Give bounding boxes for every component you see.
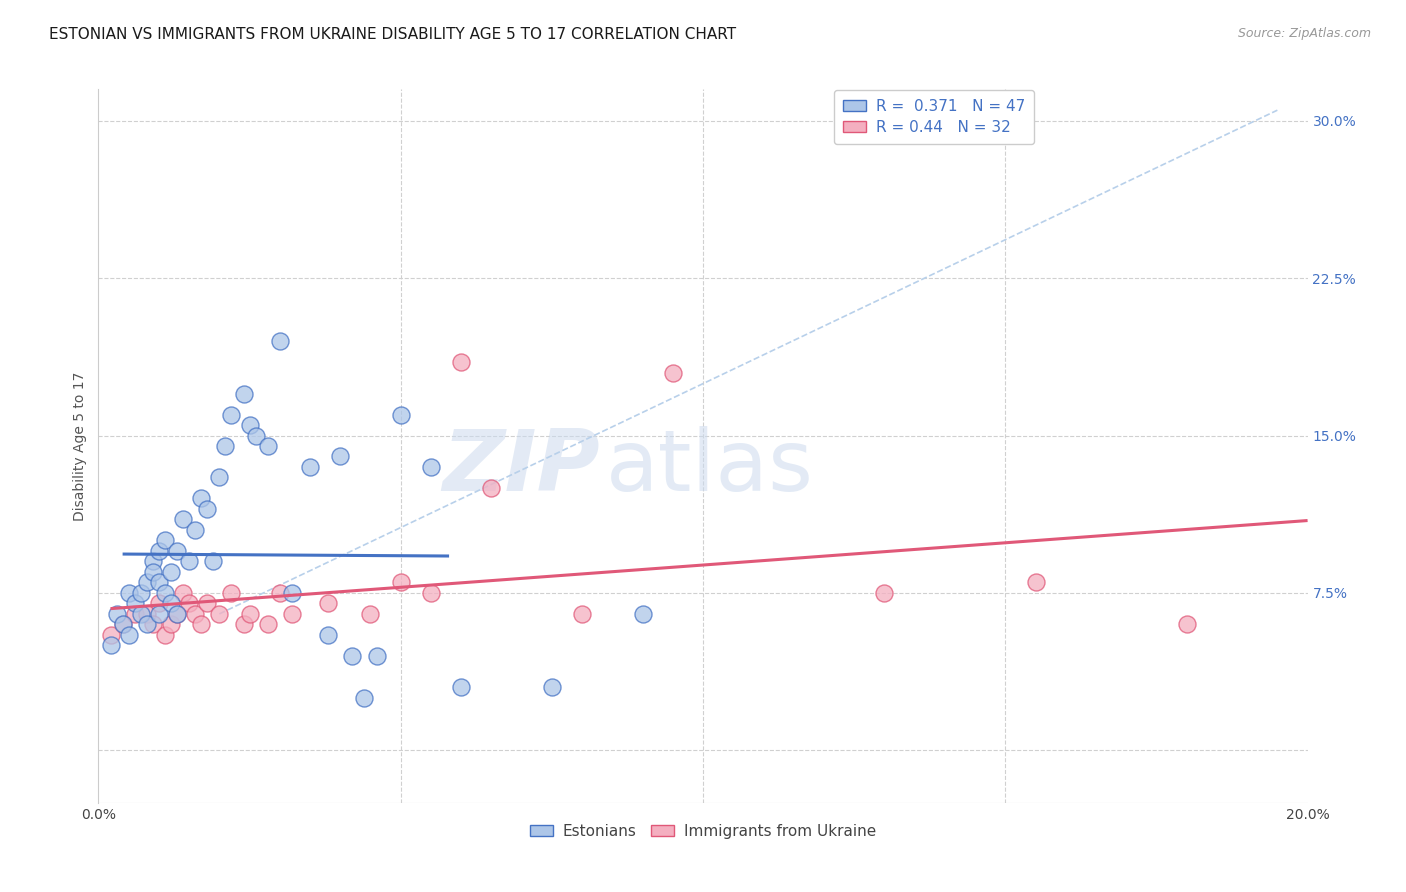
Point bbox=[142, 554, 165, 568]
Text: Source: ZipAtlas.com: Source: ZipAtlas.com bbox=[1237, 27, 1371, 40]
Point bbox=[172, 512, 194, 526]
Point bbox=[221, 408, 243, 422]
Text: atlas: atlas bbox=[606, 425, 814, 509]
Point bbox=[631, 607, 654, 621]
Point bbox=[166, 544, 188, 558]
Text: ZIP: ZIP bbox=[443, 425, 600, 509]
Point bbox=[195, 596, 218, 610]
Point bbox=[232, 386, 254, 401]
Point bbox=[316, 596, 339, 610]
Point bbox=[148, 596, 170, 610]
Point bbox=[540, 681, 562, 695]
Point bbox=[450, 681, 472, 695]
Y-axis label: Disability Age 5 to 17: Disability Age 5 to 17 bbox=[73, 371, 87, 521]
Point bbox=[329, 450, 352, 464]
Point bbox=[190, 617, 212, 632]
Point bbox=[166, 607, 188, 621]
Point bbox=[148, 607, 170, 621]
Point bbox=[135, 607, 157, 621]
Point bbox=[281, 607, 304, 621]
Point bbox=[269, 334, 291, 348]
Point bbox=[118, 586, 141, 600]
Point bbox=[316, 628, 339, 642]
Point bbox=[179, 596, 201, 610]
Point bbox=[190, 491, 212, 506]
Point bbox=[179, 554, 201, 568]
Point bbox=[135, 575, 157, 590]
Point bbox=[184, 523, 207, 537]
Point bbox=[281, 586, 304, 600]
Point bbox=[256, 617, 278, 632]
Point bbox=[129, 586, 152, 600]
Point bbox=[389, 575, 412, 590]
Point bbox=[221, 586, 243, 600]
Point bbox=[118, 628, 141, 642]
Point bbox=[450, 355, 472, 369]
Point bbox=[366, 648, 388, 663]
Point bbox=[148, 544, 170, 558]
Point bbox=[124, 607, 146, 621]
Text: ESTONIAN VS IMMIGRANTS FROM UKRAINE DISABILITY AGE 5 TO 17 CORRELATION CHART: ESTONIAN VS IMMIGRANTS FROM UKRAINE DISA… bbox=[49, 27, 737, 42]
Point bbox=[342, 648, 364, 663]
Point bbox=[100, 639, 122, 653]
Point bbox=[571, 607, 593, 621]
Point bbox=[239, 417, 262, 432]
Point bbox=[135, 617, 157, 632]
Point bbox=[269, 586, 291, 600]
Point bbox=[214, 439, 236, 453]
Point bbox=[153, 628, 176, 642]
Point bbox=[208, 470, 231, 484]
Point bbox=[184, 607, 207, 621]
Point bbox=[420, 460, 443, 475]
Point bbox=[245, 428, 267, 442]
Point bbox=[208, 607, 231, 621]
Point bbox=[124, 596, 146, 610]
Point bbox=[129, 607, 152, 621]
Point bbox=[1024, 575, 1046, 590]
Point bbox=[111, 617, 134, 632]
Point bbox=[202, 554, 225, 568]
Point bbox=[153, 586, 176, 600]
Point bbox=[166, 607, 188, 621]
Point bbox=[105, 607, 128, 621]
Point bbox=[232, 617, 254, 632]
Point bbox=[873, 586, 896, 600]
Point bbox=[172, 586, 194, 600]
Point bbox=[353, 690, 375, 705]
Point bbox=[148, 575, 170, 590]
Point bbox=[195, 502, 218, 516]
Point bbox=[160, 596, 183, 610]
Legend: Estonians, Immigrants from Ukraine: Estonians, Immigrants from Ukraine bbox=[524, 818, 882, 845]
Point bbox=[389, 408, 412, 422]
Point bbox=[360, 607, 382, 621]
Point bbox=[111, 617, 134, 632]
Point bbox=[153, 533, 176, 548]
Point bbox=[142, 565, 165, 579]
Point bbox=[160, 565, 183, 579]
Point bbox=[100, 628, 122, 642]
Point bbox=[160, 617, 183, 632]
Point bbox=[239, 607, 262, 621]
Point bbox=[420, 586, 443, 600]
Point bbox=[481, 481, 503, 495]
Point bbox=[256, 439, 278, 453]
Point bbox=[299, 460, 322, 475]
Point bbox=[1175, 617, 1198, 632]
Point bbox=[661, 366, 683, 380]
Point bbox=[142, 617, 165, 632]
